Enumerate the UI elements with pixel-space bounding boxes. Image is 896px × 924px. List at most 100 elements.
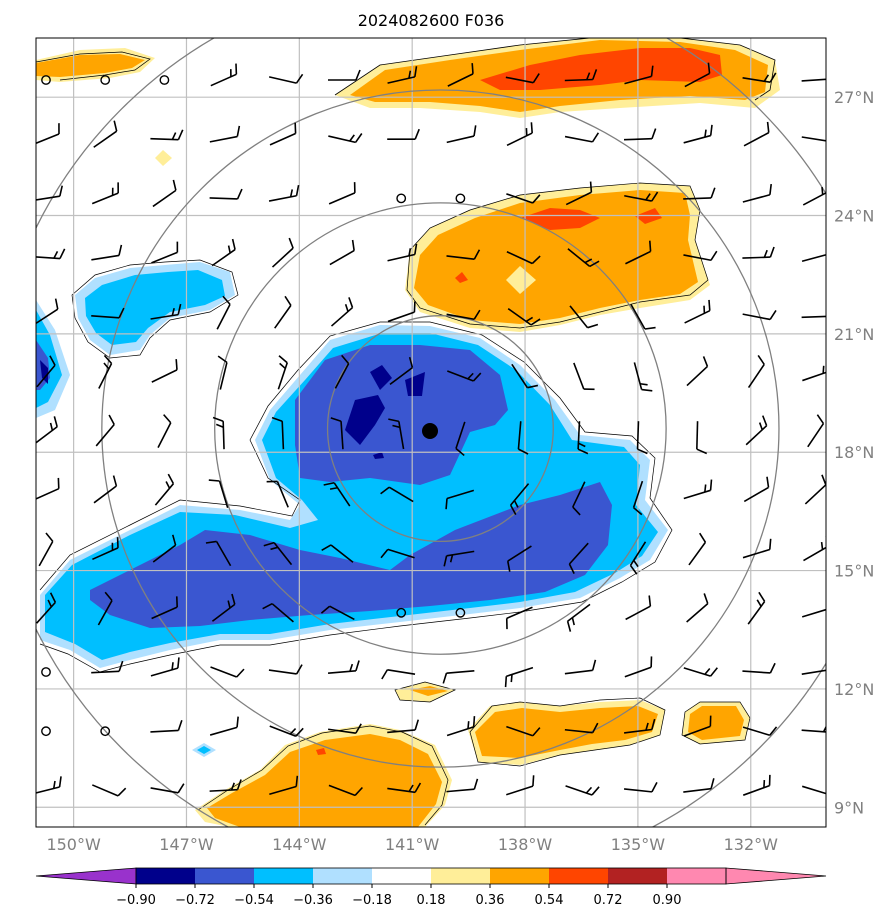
wind-barb [443,550,475,567]
wind-barb [36,248,66,260]
wind-barb [683,479,713,500]
colorbar-label: 0.54 [535,893,564,908]
wind-barb [742,538,772,559]
wind-barb [801,253,826,262]
wind-barb [327,660,360,675]
wind-barb [217,355,228,390]
wind-barb [446,309,481,321]
wind-barb [209,188,243,200]
wind-barb [387,719,420,734]
lon-label: 138°W [498,835,553,854]
wind-barb [506,775,535,796]
wind-barb [573,362,595,391]
colorbar-swatch [195,868,254,884]
wind-barb [686,593,709,623]
latitude-labels: 27°N 24°N 21°N 18°N 15°N 12°N 9°N [834,88,874,817]
wind-barb [210,666,245,678]
colorbar-label: −0.54 [234,893,274,908]
wind-barb [320,605,355,621]
wind-barb [150,720,183,733]
wind-barb [92,537,119,561]
wind-barb [268,664,303,675]
storm-center-marker [422,423,438,439]
wind-barb [380,486,414,503]
wind-barb [269,775,299,796]
lat-label: 24°N [834,207,874,226]
wind-barb [150,303,182,320]
wind-barb [742,774,771,796]
wind-barb [442,670,475,684]
wind-barb [330,417,344,450]
wind-barb [263,541,293,566]
range-ring [214,202,667,655]
wind-barb [216,295,231,330]
wind-barb [387,128,420,140]
wind-barb [505,73,540,84]
wind-barb [455,421,466,457]
calm-marker [396,193,407,204]
wind-barb [683,187,716,200]
wind-barb [743,121,770,147]
lon-label: 147°W [159,835,214,854]
lon-label: 135°W [611,835,666,854]
wind-barb [504,666,534,688]
colorbar-swatch [254,868,313,884]
range-rings [36,38,826,827]
wind-barb [446,125,477,144]
colorbar-label: −0.36 [293,893,333,908]
wind-barb [387,66,418,84]
map-title: 2024082600 F036 [358,11,505,30]
lat-label: 27°N [834,88,874,107]
wind-barb [686,356,709,387]
calm-marker [455,193,466,204]
wind-barb [683,667,718,677]
wind-barb [743,476,770,503]
wind-barb [387,243,418,262]
wind-barb [95,414,115,447]
longitude-labels: 150°W 147°W 144°W 141°W 138°W 135°W 132°W [46,835,778,854]
colorbar-label: 0.72 [594,893,623,908]
calm-wind-markers [41,75,466,737]
wind-barb [683,778,715,793]
wind-barb [742,726,778,737]
colorbar-swatch [431,868,490,884]
wind-barb [801,724,826,733]
wind-barb [803,535,826,562]
wind-barb [211,593,236,622]
wind-barb [92,784,127,797]
lon-label: 150°W [46,835,101,854]
wind-barb [745,415,768,446]
wind-barb [577,421,589,455]
wind-barb [150,129,184,141]
colorbar-swatch [549,868,608,884]
wind-barb [446,778,479,793]
wind-barb [328,784,363,797]
wind-barb [212,416,225,450]
wind-barb [150,783,185,794]
wind-barb [151,596,178,620]
wind-barb [447,370,482,382]
wind-barb [210,63,238,87]
wind-barb [804,474,826,505]
calm-marker [396,607,407,618]
wind-barb [801,315,826,319]
wind-barbs [36,62,826,797]
colorbar-swatch [313,868,372,884]
colorbar-swatch [372,868,431,884]
colorbar-swatch [608,868,667,884]
calm-marker [41,667,51,677]
wind-barb [271,237,294,268]
wind-barb [157,414,172,449]
wind-barb [266,480,289,508]
wind-barb [742,72,777,83]
wind-barb [507,308,541,326]
wind-barb [802,365,826,382]
wind-barb [209,716,239,736]
wind-barb [684,299,711,324]
wind-barb [572,481,586,516]
wind-barb [205,540,232,567]
map-panel [36,38,826,827]
calm-marker [100,75,111,85]
grid-lines [36,38,826,827]
anomaly-fill-layer [36,38,780,827]
